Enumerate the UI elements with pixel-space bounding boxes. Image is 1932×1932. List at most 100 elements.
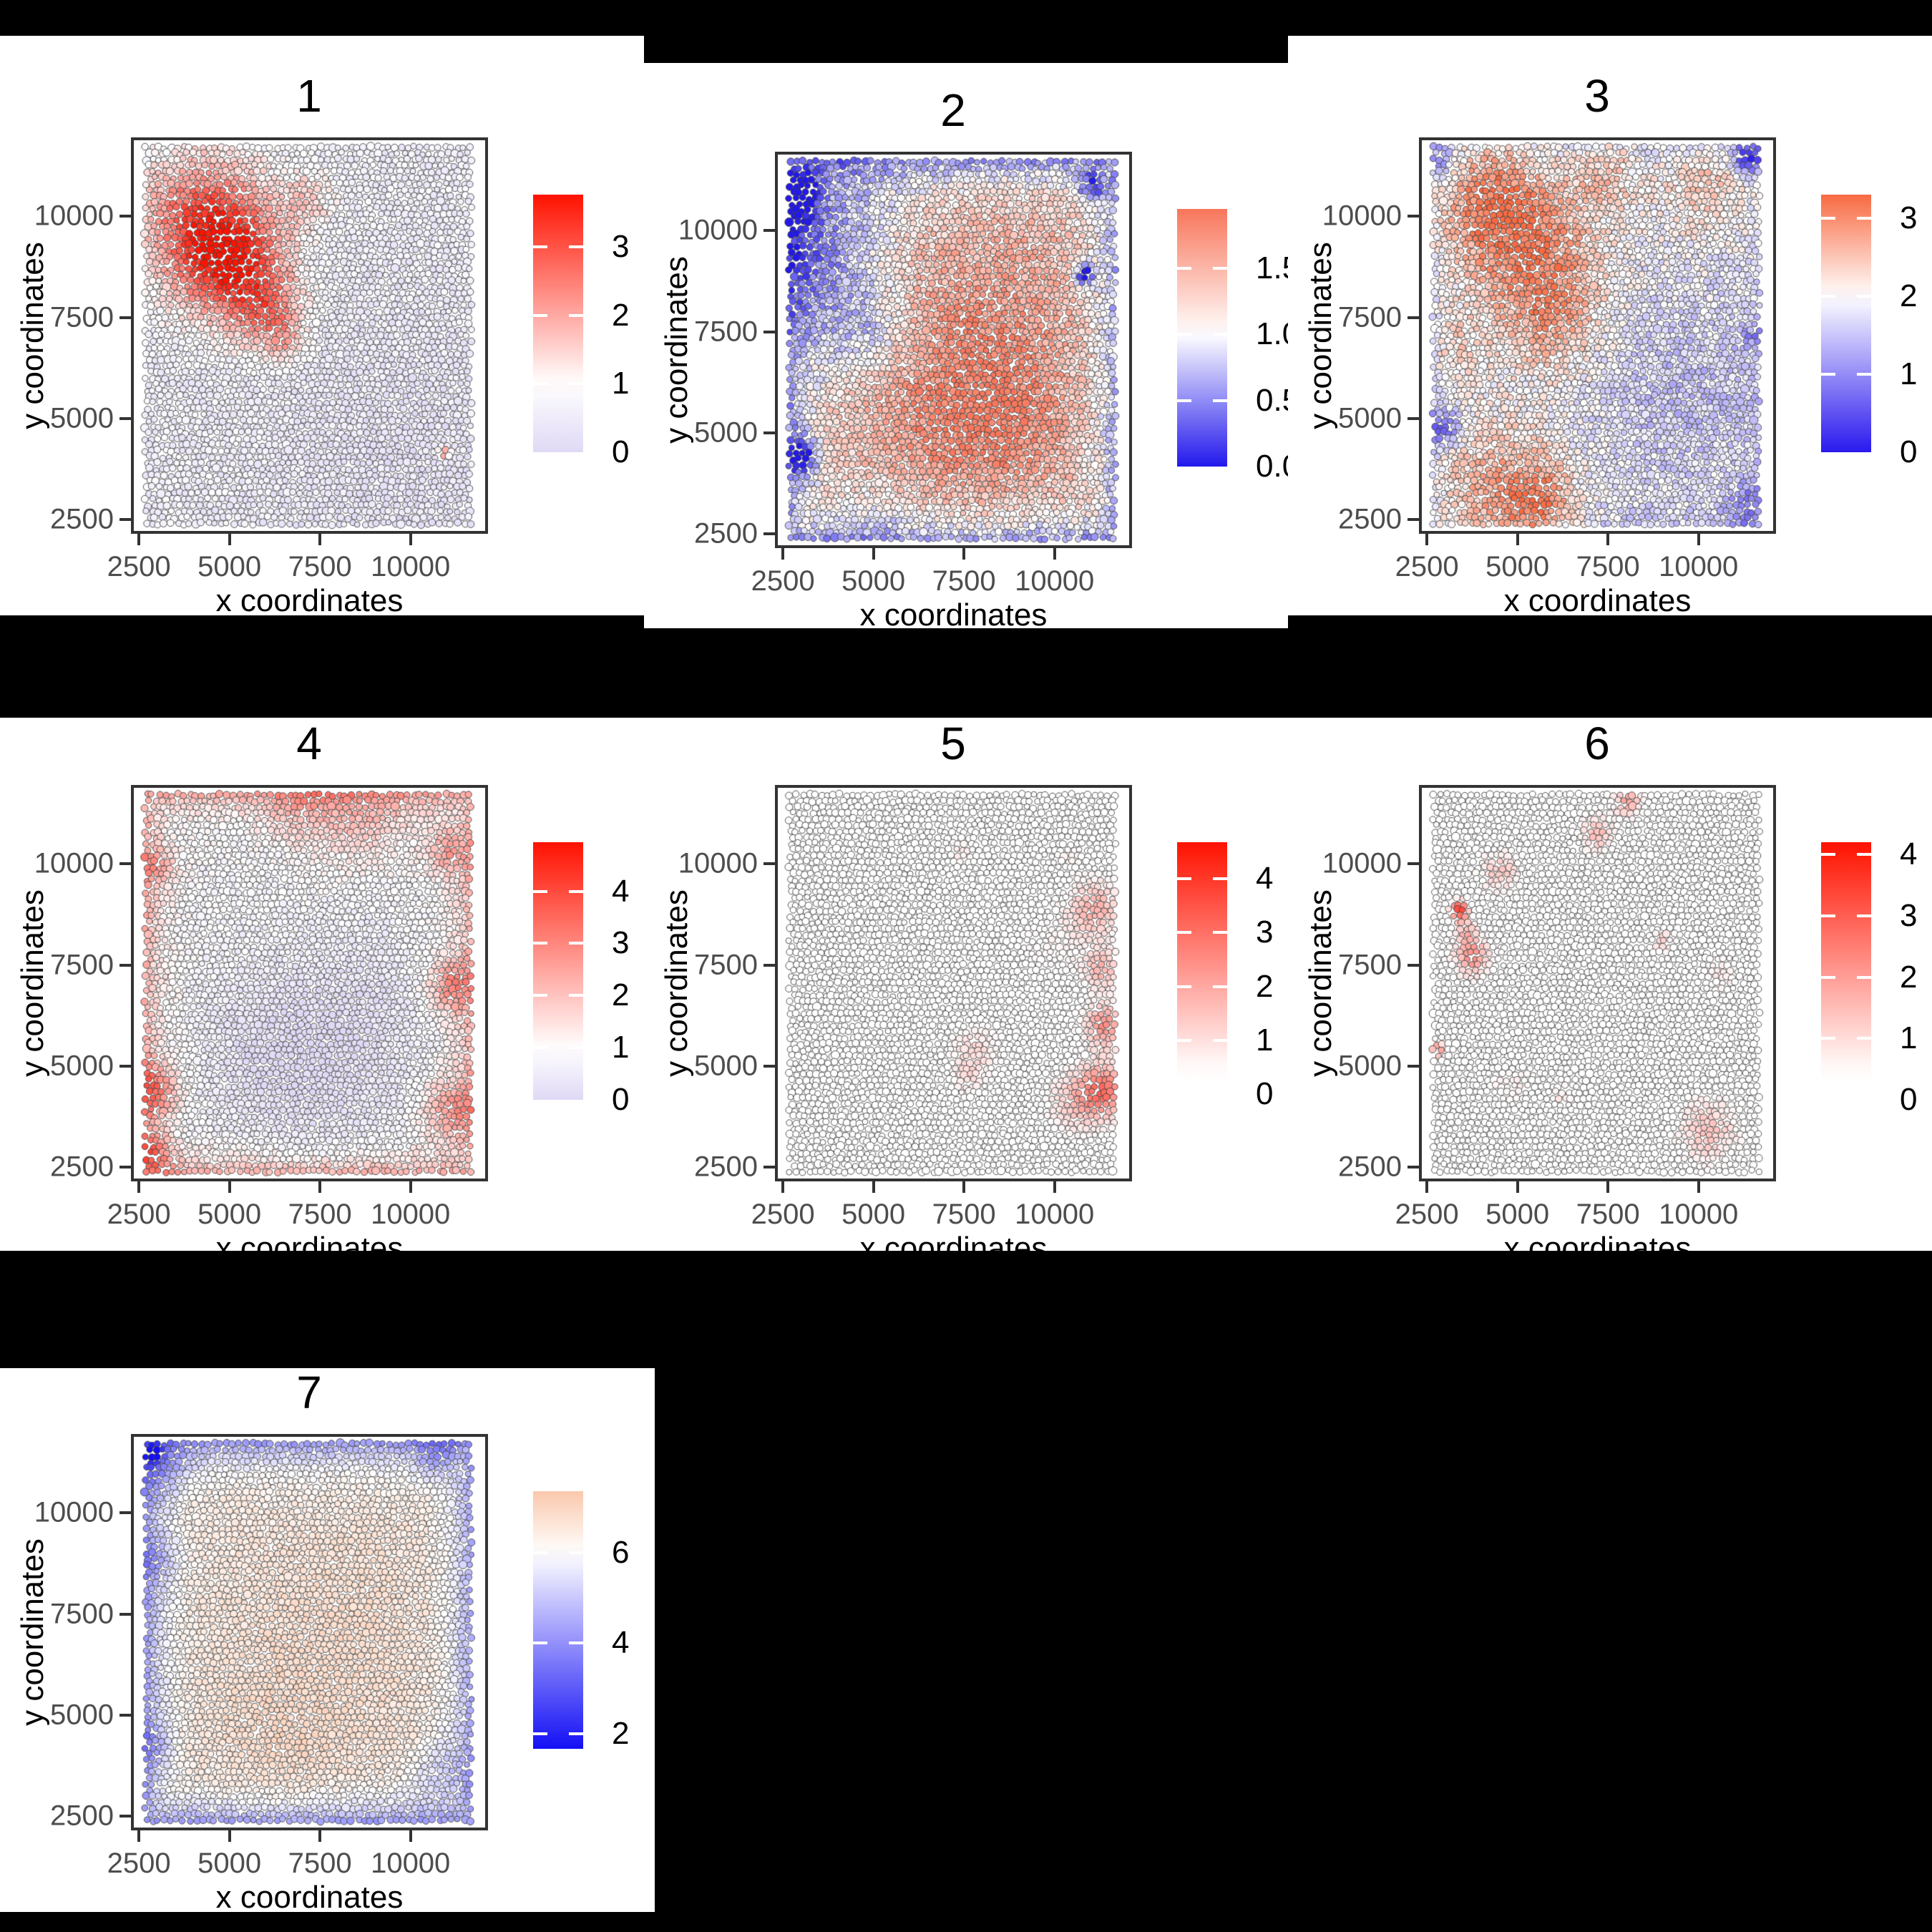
x-tick-label: 10000 bbox=[371, 1199, 451, 1230]
y-tick-label: 2500 bbox=[50, 1800, 114, 1832]
y-tick-mark bbox=[119, 215, 131, 218]
colorbar-tick-label: 3 bbox=[1900, 200, 1918, 235]
x-tick-mark bbox=[318, 1830, 322, 1842]
colorbar-tick-label: 3 bbox=[1256, 914, 1274, 950]
colorbar-tick-label: 4 bbox=[612, 1625, 630, 1661]
x-tick-mark bbox=[1053, 548, 1056, 560]
x-tick-mark bbox=[409, 1830, 412, 1842]
x-axis-label: x coordinates bbox=[215, 1231, 404, 1266]
x-tick-mark bbox=[409, 534, 412, 545]
y-tick-label: 10000 bbox=[34, 847, 114, 879]
x-tick-mark bbox=[318, 1181, 322, 1193]
colorbar-tick-mark bbox=[533, 1732, 547, 1735]
x-tick-mark bbox=[228, 534, 231, 545]
panel-title: 6 bbox=[1584, 718, 1610, 769]
colorbar-tick-mark bbox=[1821, 216, 1835, 220]
x-tick-mark bbox=[409, 1181, 412, 1193]
y-tick-label: 10000 bbox=[34, 1496, 114, 1528]
colorbar-tick-label: 1 bbox=[1256, 1022, 1274, 1058]
x-tick-mark bbox=[1697, 1181, 1700, 1193]
y-tick-mark bbox=[119, 1612, 131, 1616]
colorbar-tick-mark bbox=[1213, 1038, 1227, 1042]
x-tick-mark bbox=[1425, 534, 1429, 545]
colorbar-tick-label: 0 bbox=[1900, 1082, 1918, 1117]
panel-title: 5 bbox=[940, 718, 966, 769]
point-cloud-canvas bbox=[1419, 785, 1776, 1181]
y-tick-mark bbox=[1407, 416, 1419, 420]
y-tick-label: 5000 bbox=[50, 402, 114, 434]
point-cloud-canvas bbox=[131, 785, 488, 1181]
y-tick-label: 7500 bbox=[1338, 949, 1402, 981]
x-tick-mark bbox=[137, 1830, 141, 1842]
colorbar-tick-mark bbox=[1177, 1038, 1191, 1042]
colorbar-tick-mark bbox=[1857, 853, 1871, 857]
y-tick-label: 2500 bbox=[50, 503, 114, 535]
y-tick-mark bbox=[763, 1064, 775, 1068]
x-tick-mark bbox=[1516, 534, 1519, 545]
y-tick-label: 2500 bbox=[50, 1151, 114, 1183]
x-tick-mark bbox=[137, 534, 141, 545]
colorbar-tick-mark bbox=[1213, 931, 1227, 935]
colorbar-tick-mark bbox=[1821, 914, 1835, 917]
x-tick-label: 2500 bbox=[751, 565, 815, 597]
x-tick-label: 10000 bbox=[371, 1848, 451, 1879]
y-tick-mark bbox=[763, 330, 775, 333]
colorbar-tick-label: 3 bbox=[612, 228, 630, 264]
colorbar-tick-label: 2 bbox=[1900, 278, 1918, 313]
x-tick-mark bbox=[1606, 534, 1610, 545]
y-tick-mark bbox=[119, 963, 131, 967]
y-tick-mark bbox=[1407, 963, 1419, 967]
colorbar-tick-mark bbox=[533, 313, 547, 317]
y-axis-label: y coordinates bbox=[15, 1538, 50, 1726]
y-tick-label: 7500 bbox=[694, 949, 758, 981]
colorbar-tick-mark bbox=[1177, 931, 1191, 935]
colorbar-tick-mark bbox=[1857, 975, 1871, 979]
y-tick-mark bbox=[1407, 862, 1419, 866]
y-axis-label: y coordinates bbox=[659, 256, 694, 444]
x-tick-label: 2500 bbox=[751, 1199, 815, 1230]
colorbar bbox=[533, 842, 583, 1100]
x-tick-mark bbox=[962, 1181, 966, 1193]
x-tick-label: 10000 bbox=[1015, 1199, 1095, 1230]
colorbar-tick-label: 2 bbox=[612, 977, 630, 1013]
x-tick-label: 10000 bbox=[371, 551, 451, 582]
y-tick-label: 5000 bbox=[694, 1050, 758, 1082]
y-tick-mark bbox=[763, 532, 775, 536]
colorbar bbox=[1821, 195, 1871, 452]
y-tick-label: 2500 bbox=[1338, 503, 1402, 535]
y-tick-mark bbox=[763, 963, 775, 967]
colorbar-tick-label: 0 bbox=[612, 1082, 630, 1117]
colorbar-tick-mark bbox=[533, 994, 547, 997]
colorbar-tick-mark bbox=[569, 1046, 583, 1050]
y-tick-mark bbox=[1407, 316, 1419, 319]
colorbar-tick-mark bbox=[1177, 333, 1191, 336]
y-tick-label: 10000 bbox=[1322, 847, 1402, 879]
colorbar-tick-label: 6 bbox=[612, 1535, 630, 1571]
x-axis-label: x coordinates bbox=[1503, 583, 1692, 618]
colorbar-tick-mark bbox=[1177, 267, 1191, 270]
y-tick-mark bbox=[119, 518, 131, 522]
colorbar-tick-mark bbox=[1821, 975, 1835, 979]
x-tick-mark bbox=[318, 534, 322, 545]
point-cloud-canvas bbox=[131, 137, 488, 534]
x-tick-mark bbox=[781, 548, 785, 560]
x-tick-label: 5000 bbox=[841, 1199, 906, 1230]
x-tick-label: 2500 bbox=[107, 1848, 171, 1879]
colorbar-tick-mark bbox=[569, 1641, 583, 1645]
y-tick-mark bbox=[763, 1166, 775, 1169]
colorbar-tick-label: 4 bbox=[612, 873, 630, 909]
x-tick-mark bbox=[872, 548, 875, 560]
colorbar-tick-label: 2 bbox=[1256, 968, 1274, 1004]
x-tick-mark bbox=[1697, 534, 1700, 545]
x-axis-label: x coordinates bbox=[859, 1231, 1048, 1266]
colorbar-tick-label: 0 bbox=[1900, 434, 1918, 469]
y-tick-mark bbox=[119, 862, 131, 866]
y-tick-label: 10000 bbox=[34, 200, 114, 232]
colorbar-tick-mark bbox=[569, 1551, 583, 1555]
y-axis-label: y coordinates bbox=[1303, 242, 1338, 429]
colorbar-tick-mark bbox=[569, 889, 583, 893]
y-tick-mark bbox=[119, 1815, 131, 1818]
y-tick-label: 5000 bbox=[50, 1050, 114, 1082]
x-tick-label: 5000 bbox=[197, 1199, 262, 1230]
colorbar-tick-label: 4 bbox=[1256, 860, 1274, 896]
